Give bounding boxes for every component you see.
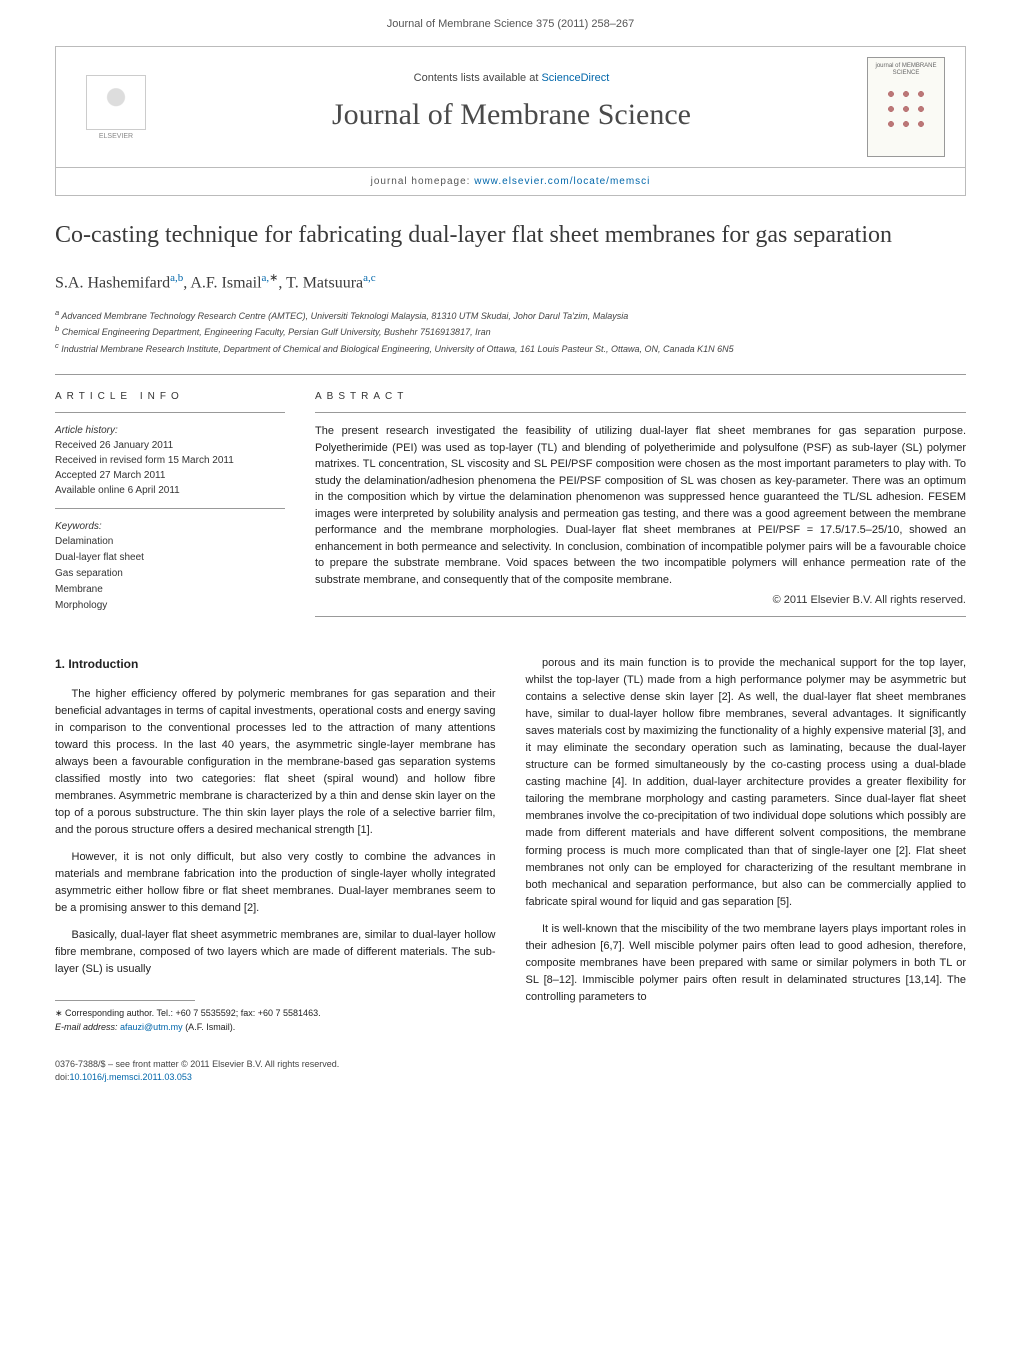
elsevier-logo: ELSEVIER [76, 62, 156, 152]
article-title: Co-casting technique for fabricating dua… [55, 220, 966, 251]
homepage-link[interactable]: www.elsevier.com/locate/memsci [474, 176, 650, 187]
para-4: porous and its main function is to provi… [526, 655, 967, 911]
author-1: S.A. Hashemifard [55, 275, 170, 292]
affiliation-a: a Advanced Membrane Technology Research … [55, 307, 966, 324]
footnote-divider [55, 1000, 195, 1001]
revised-date: Received in revised form 15 March 2011 [55, 453, 285, 468]
keyword: Morphology [55, 598, 285, 614]
author-3-affil: a,c [363, 272, 376, 284]
keyword: Delamination [55, 534, 285, 550]
journal-title: Journal of Membrane Science [156, 98, 867, 132]
corresponding-author: ∗ Corresponding author. Tel.: +60 7 5535… [55, 1007, 496, 1021]
divider [315, 412, 966, 413]
body-column-right: porous and its main function is to provi… [526, 655, 967, 1034]
divider [55, 412, 285, 413]
article-info-heading: ARTICLE INFO [55, 391, 285, 402]
running-citation: Journal of Membrane Science 375 (2011) 2… [0, 0, 1021, 36]
para-2: However, it is not only difficult, but a… [55, 849, 496, 917]
bottom-info: 0376-7388/$ – see front matter © 2011 El… [0, 1058, 1021, 1113]
divider [55, 508, 285, 509]
abstract-text: The present research investigated the fe… [315, 423, 966, 588]
elsevier-tree-icon [86, 75, 146, 130]
issn-line: 0376-7388/$ – see front matter © 2011 El… [55, 1058, 966, 1071]
contents-prefix: Contents lists available at [414, 72, 542, 84]
para-3: Basically, dual-layer flat sheet asymmet… [55, 927, 496, 978]
cover-title: journal of MEMBRANE SCIENCE [870, 63, 942, 76]
publisher-name: ELSEVIER [99, 133, 133, 140]
abstract-heading: ABSTRACT [315, 391, 966, 402]
abstract-copyright: © 2011 Elsevier B.V. All rights reserved… [315, 594, 966, 606]
sciencedirect-link[interactable]: ScienceDirect [541, 72, 609, 84]
affiliation-c: c Industrial Membrane Research Institute… [55, 340, 966, 357]
keyword: Dual-layer flat sheet [55, 550, 285, 566]
para-1: The higher efficiency offered by polymer… [55, 686, 496, 839]
available-date: Available online 6 April 2011 [55, 483, 285, 498]
keyword: Membrane [55, 582, 285, 598]
journal-header-box: ELSEVIER Contents lists available at Sci… [55, 46, 966, 196]
affiliations: a Advanced Membrane Technology Research … [55, 307, 966, 357]
footnotes: ∗ Corresponding author. Tel.: +60 7 5535… [55, 1007, 496, 1034]
homepage-line: journal homepage: www.elsevier.com/locat… [56, 167, 965, 195]
homepage-prefix: journal homepage: [371, 176, 475, 187]
history-label: Article history: [55, 423, 285, 438]
divider [315, 616, 966, 617]
article-info-panel: ARTICLE INFO Article history: Received 2… [55, 391, 285, 627]
accepted-date: Accepted 27 March 2011 [55, 468, 285, 483]
received-date: Received 26 January 2011 [55, 438, 285, 453]
affiliation-b: b Chemical Engineering Department, Engin… [55, 323, 966, 340]
email-link[interactable]: afauzi@utm.my [120, 1022, 183, 1032]
para-5: It is well-known that the miscibility of… [526, 921, 967, 1006]
keywords-label: Keywords: [55, 519, 285, 534]
authors-line: S.A. Hashemifarda,b, A.F. Ismaila,∗, T. … [55, 271, 966, 292]
keyword: Gas separation [55, 566, 285, 582]
corresp-star: ∗ [269, 272, 278, 284]
author-2: A.F. Ismail [190, 275, 261, 292]
journal-cover-thumb: journal of MEMBRANE SCIENCE [867, 57, 945, 157]
abstract-panel: ABSTRACT The present research investigat… [315, 391, 966, 627]
cover-pattern-icon [881, 84, 931, 134]
doi-label: doi: [55, 1072, 70, 1082]
contents-line: Contents lists available at ScienceDirec… [156, 72, 867, 84]
body-column-left: 1. Introduction The higher efficiency of… [55, 655, 496, 1034]
author-3: T. Matsuura [286, 275, 363, 292]
author-1-affil: a,b [170, 272, 183, 284]
email-label: E-mail address: [55, 1022, 120, 1032]
doi-link[interactable]: 10.1016/j.memsci.2011.03.053 [70, 1072, 192, 1082]
intro-heading: 1. Introduction [55, 655, 496, 674]
email-author: (A.F. Ismail). [183, 1022, 236, 1032]
divider [55, 374, 966, 375]
